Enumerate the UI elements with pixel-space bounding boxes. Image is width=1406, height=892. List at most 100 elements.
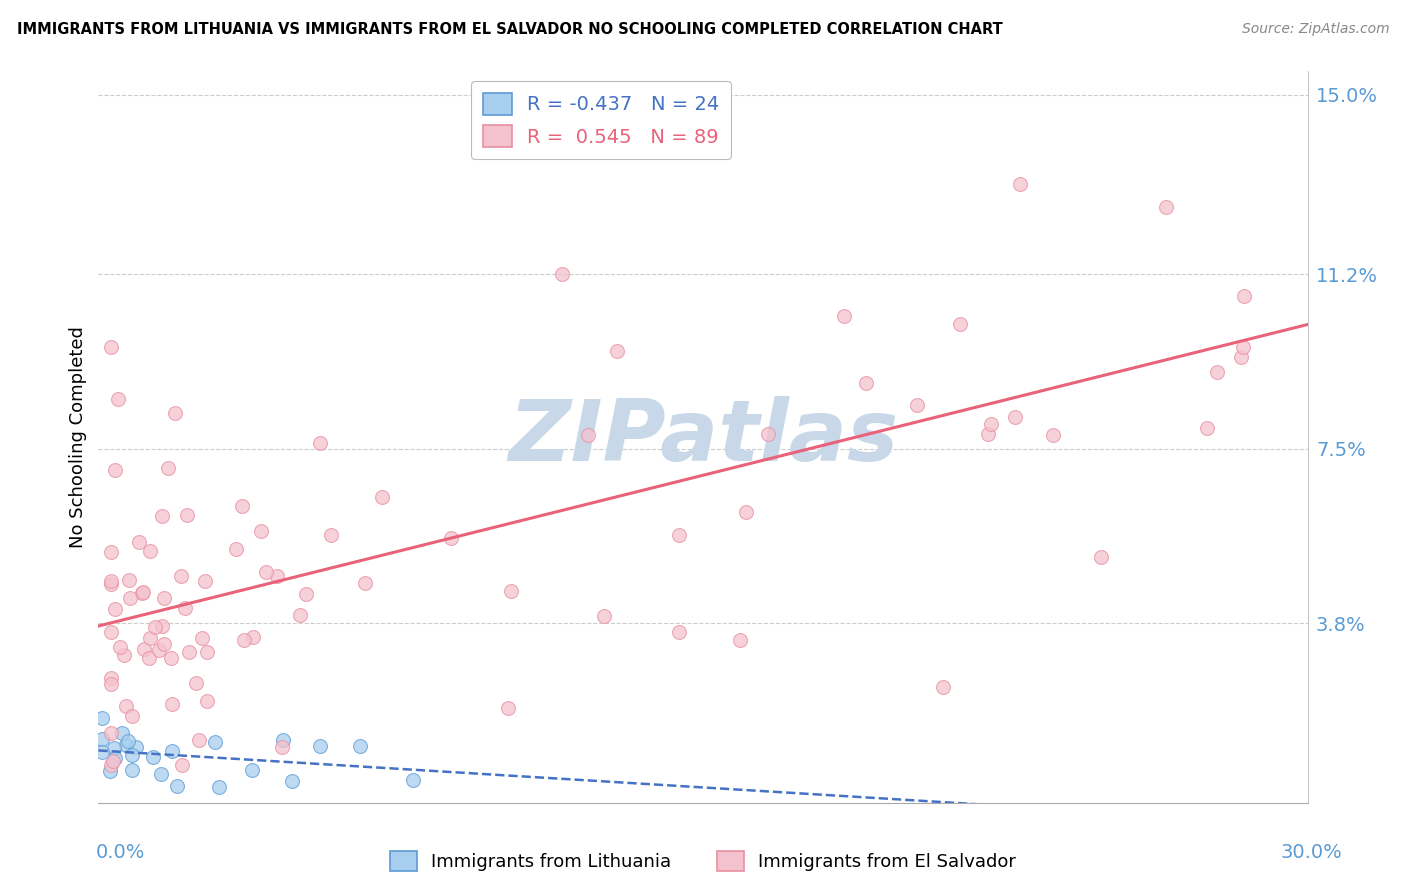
Point (240, 763, 263, 777)
Point (121, 708, 143, 723)
Point (107, 392, 129, 406)
Point (576, 428, 599, 442)
Point (1197, 421, 1219, 435)
Point (1004, 410, 1026, 425)
Point (593, 609, 616, 624)
Point (176, 508, 198, 523)
Point (1154, 200, 1177, 214)
Point (728, 633, 751, 648)
Point (101, 755, 124, 769)
Point (98, 764, 121, 778)
Point (174, 601, 197, 615)
Point (439, 531, 461, 545)
Point (735, 505, 758, 519)
Point (250, 524, 273, 538)
Text: 0.0%: 0.0% (96, 843, 145, 862)
Point (197, 694, 219, 708)
Point (354, 576, 377, 591)
Point (160, 697, 183, 711)
Point (231, 499, 253, 513)
Point (606, 343, 628, 358)
Point (117, 734, 139, 748)
Point (668, 528, 690, 542)
Point (100, 677, 122, 691)
Point (204, 735, 226, 749)
Point (100, 576, 122, 591)
Point (121, 763, 143, 777)
Point (668, 625, 690, 640)
Point (1233, 289, 1256, 303)
Point (115, 699, 138, 714)
Point (103, 741, 125, 756)
Point (91, 731, 114, 746)
Point (170, 758, 193, 772)
Point (188, 733, 211, 747)
Point (288, 607, 311, 622)
Point (100, 340, 122, 354)
Point (266, 569, 288, 583)
Point (232, 633, 254, 648)
Point (132, 642, 155, 657)
Point (932, 680, 955, 694)
Point (1042, 427, 1064, 442)
Point (150, 618, 173, 632)
Text: ZIPatlas: ZIPatlas (508, 395, 898, 479)
Point (108, 640, 131, 654)
Point (1206, 365, 1229, 379)
Point (118, 573, 141, 587)
Point (139, 544, 162, 558)
Point (160, 744, 183, 758)
Point (115, 738, 138, 752)
Point (125, 740, 148, 755)
Point (349, 739, 371, 753)
Point (1230, 351, 1253, 365)
Point (165, 405, 187, 419)
Point (104, 601, 127, 615)
Point (121, 747, 143, 762)
Point (160, 651, 183, 665)
Point (191, 631, 214, 645)
Point (148, 643, 170, 657)
Point (270, 739, 292, 754)
Point (194, 574, 217, 588)
Point (100, 726, 122, 740)
Legend: Immigrants from Lithuania, Immigrants from El Salvador: Immigrants from Lithuania, Immigrants fr… (382, 844, 1024, 879)
Point (128, 534, 150, 549)
Point (402, 773, 425, 788)
Point (149, 766, 172, 780)
Point (370, 490, 392, 504)
Point (91, 711, 114, 725)
Point (142, 750, 165, 764)
Point (501, 583, 523, 598)
Point (157, 461, 180, 475)
Point (153, 637, 176, 651)
Text: 30.0%: 30.0% (1281, 843, 1343, 862)
Point (100, 758, 122, 772)
Point (756, 427, 779, 442)
Point (104, 463, 127, 477)
Point (195, 645, 218, 659)
Point (225, 541, 247, 556)
Point (319, 528, 342, 542)
Point (110, 726, 132, 740)
Point (100, 574, 122, 588)
Point (308, 435, 330, 450)
Point (138, 650, 160, 665)
Point (170, 569, 193, 583)
Point (977, 427, 1000, 442)
Point (143, 620, 166, 634)
Point (100, 625, 122, 640)
Point (551, 267, 574, 281)
Point (281, 774, 304, 789)
Point (1090, 549, 1112, 564)
Y-axis label: No Schooling Completed: No Schooling Completed (69, 326, 87, 548)
Point (118, 591, 141, 605)
Legend: R = -0.437   N = 24, R =  0.545   N = 89: R = -0.437 N = 24, R = 0.545 N = 89 (471, 81, 731, 159)
Point (980, 417, 1002, 431)
Point (104, 751, 127, 765)
Text: Source: ZipAtlas.com: Source: ZipAtlas.com (1241, 22, 1389, 37)
Point (208, 780, 231, 794)
Point (131, 585, 153, 599)
Point (138, 631, 160, 645)
Point (271, 733, 294, 747)
